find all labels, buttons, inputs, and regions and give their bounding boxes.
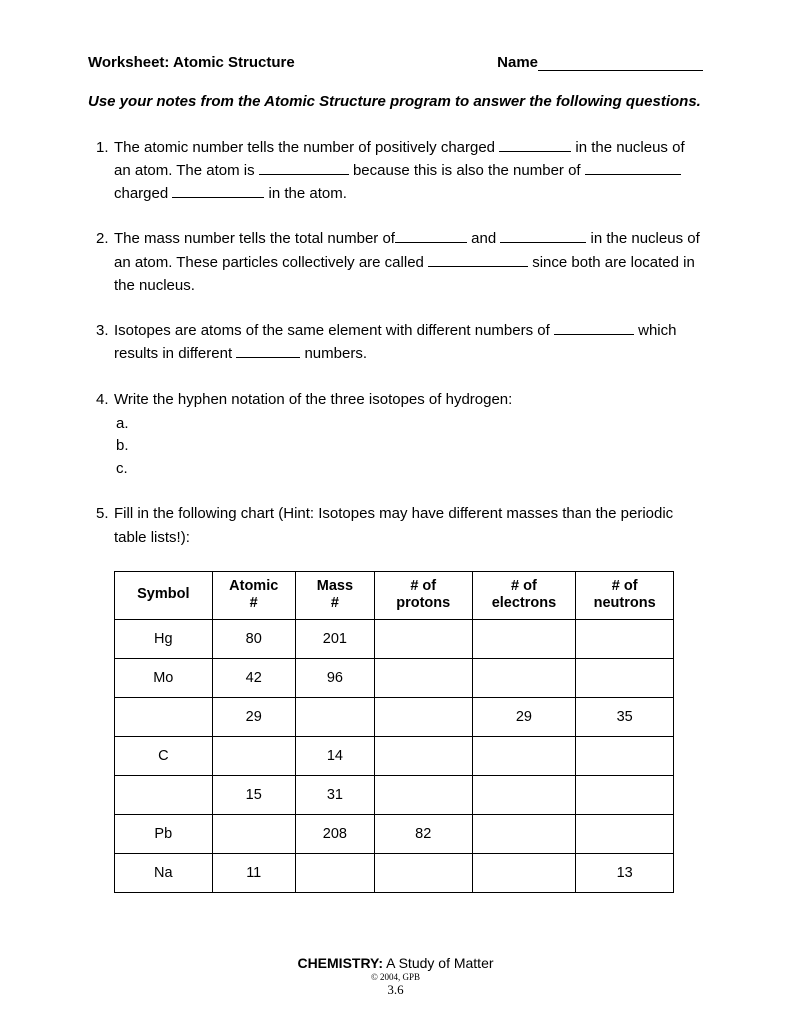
table-row: Hg80201 [115,619,674,658]
cell-symbol[interactable] [115,697,213,736]
col-mass: Mass# [295,571,374,619]
col-symbol: Symbol [115,571,213,619]
cell-atomic: 42 [212,658,295,697]
col-atomic: Atomic# [212,571,295,619]
table-body: Hg80201Mo4296292935C141531Pb20882Na1113 [115,619,674,892]
fill-blank[interactable] [259,160,349,175]
cell-symbol: C [115,736,213,775]
table-row: Na11 13 [115,853,674,892]
question-text: The mass number tells the total number o… [114,230,700,294]
sub-item-c[interactable]: c. [116,458,703,481]
question-5: 5.Fill in the following chart (Hint: Iso… [88,502,703,549]
col-protons: # ofprotons [374,571,472,619]
cell-protons[interactable] [374,619,472,658]
footer-copyright: © 2004, GPB [0,972,791,983]
worksheet-title: Worksheet: Atomic Structure [88,54,295,71]
fill-blank[interactable] [236,343,300,358]
worksheet-header: Worksheet: Atomic Structure Name [88,54,703,71]
cell-mass: 96 [295,658,374,697]
instructions: Use your notes from the Atomic Structure… [88,91,703,114]
cell-protons[interactable] [374,853,472,892]
page-footer: CHEMISTRY: A Study of Matter © 2004, GPB… [0,955,791,998]
question-number: 3. [96,319,114,342]
cell-symbol: Mo [115,658,213,697]
question-text: Write the hyphen notation of the three i… [114,391,512,408]
cell-electrons[interactable] [472,736,576,775]
cell-neutrons[interactable] [576,619,674,658]
question-2: 2.The mass number tells the total number… [88,227,703,297]
fill-blank[interactable] [499,136,571,151]
fill-blank[interactable] [172,183,264,198]
fill-blank[interactable] [554,320,634,335]
cell-electrons[interactable] [472,775,576,814]
cell-protons[interactable] [374,775,472,814]
question-text: Isotopes are atoms of the same element w… [114,322,676,362]
sub-item-a[interactable]: a. [116,413,703,436]
cell-protons[interactable] [374,658,472,697]
cell-electrons[interactable] [472,814,576,853]
fill-blank[interactable] [395,228,467,243]
cell-symbol[interactable] [115,775,213,814]
cell-neutrons[interactable] [576,775,674,814]
question-number: 2. [96,227,114,250]
cell-atomic: 11 [212,853,295,892]
table-row: 292935 [115,697,674,736]
isotope-table: Symbol Atomic# Mass# # ofprotons # ofele… [114,571,674,893]
cell-atomic: 80 [212,619,295,658]
cell-protons[interactable] [374,736,472,775]
question-number: 4. [96,388,114,411]
table-row: Mo4296 [115,658,674,697]
col-neutrons: # ofneutrons [576,571,674,619]
cell-neutrons: 13 [576,853,674,892]
cell-atomic[interactable] [212,814,295,853]
cell-electrons[interactable] [472,619,576,658]
cell-atomic: 15 [212,775,295,814]
cell-atomic[interactable] [212,736,295,775]
name-field: Name [497,54,703,71]
cell-neutrons[interactable] [576,736,674,775]
fill-blank[interactable] [428,251,528,266]
cell-neutrons[interactable] [576,658,674,697]
cell-mass: 31 [295,775,374,814]
sub-item-b[interactable]: b. [116,435,703,458]
question-1: 1.The atomic number tells the number of … [88,136,703,206]
cell-symbol: Pb [115,814,213,853]
cell-neutrons: 35 [576,697,674,736]
cell-neutrons[interactable] [576,814,674,853]
cell-mass: 14 [295,736,374,775]
question-list: 1.The atomic number tells the number of … [88,136,703,549]
footer-title: CHEMISTRY: A Study of Matter [0,955,791,972]
name-blank[interactable] [538,70,703,71]
table-row: Pb 20882 [115,814,674,853]
cell-mass: 201 [295,619,374,658]
cell-electrons: 29 [472,697,576,736]
question-text: Fill in the following chart (Hint: Isoto… [114,505,673,545]
cell-mass[interactable] [295,853,374,892]
question-text: The atomic number tells the number of po… [114,139,685,203]
cell-protons[interactable] [374,697,472,736]
sub-list: a. b. c. [114,413,703,481]
fill-blank[interactable] [500,228,586,243]
fill-blank[interactable] [585,160,681,175]
question-number: 1. [96,136,114,159]
cell-mass: 208 [295,814,374,853]
question-4: 4.Write the hyphen notation of the three… [88,388,703,481]
cell-symbol: Hg [115,619,213,658]
cell-protons: 82 [374,814,472,853]
cell-electrons[interactable] [472,658,576,697]
question-number: 5. [96,502,114,525]
question-3: 3.Isotopes are atoms of the same element… [88,319,703,366]
table-row: 1531 [115,775,674,814]
footer-page-number: 3.6 [0,982,791,998]
col-electrons: # ofelectrons [472,571,576,619]
cell-electrons[interactable] [472,853,576,892]
table-row: C 14 [115,736,674,775]
cell-atomic: 29 [212,697,295,736]
name-label: Name [497,54,538,71]
table-header-row: Symbol Atomic# Mass# # ofprotons # ofele… [115,571,674,619]
cell-symbol: Na [115,853,213,892]
cell-mass[interactable] [295,697,374,736]
